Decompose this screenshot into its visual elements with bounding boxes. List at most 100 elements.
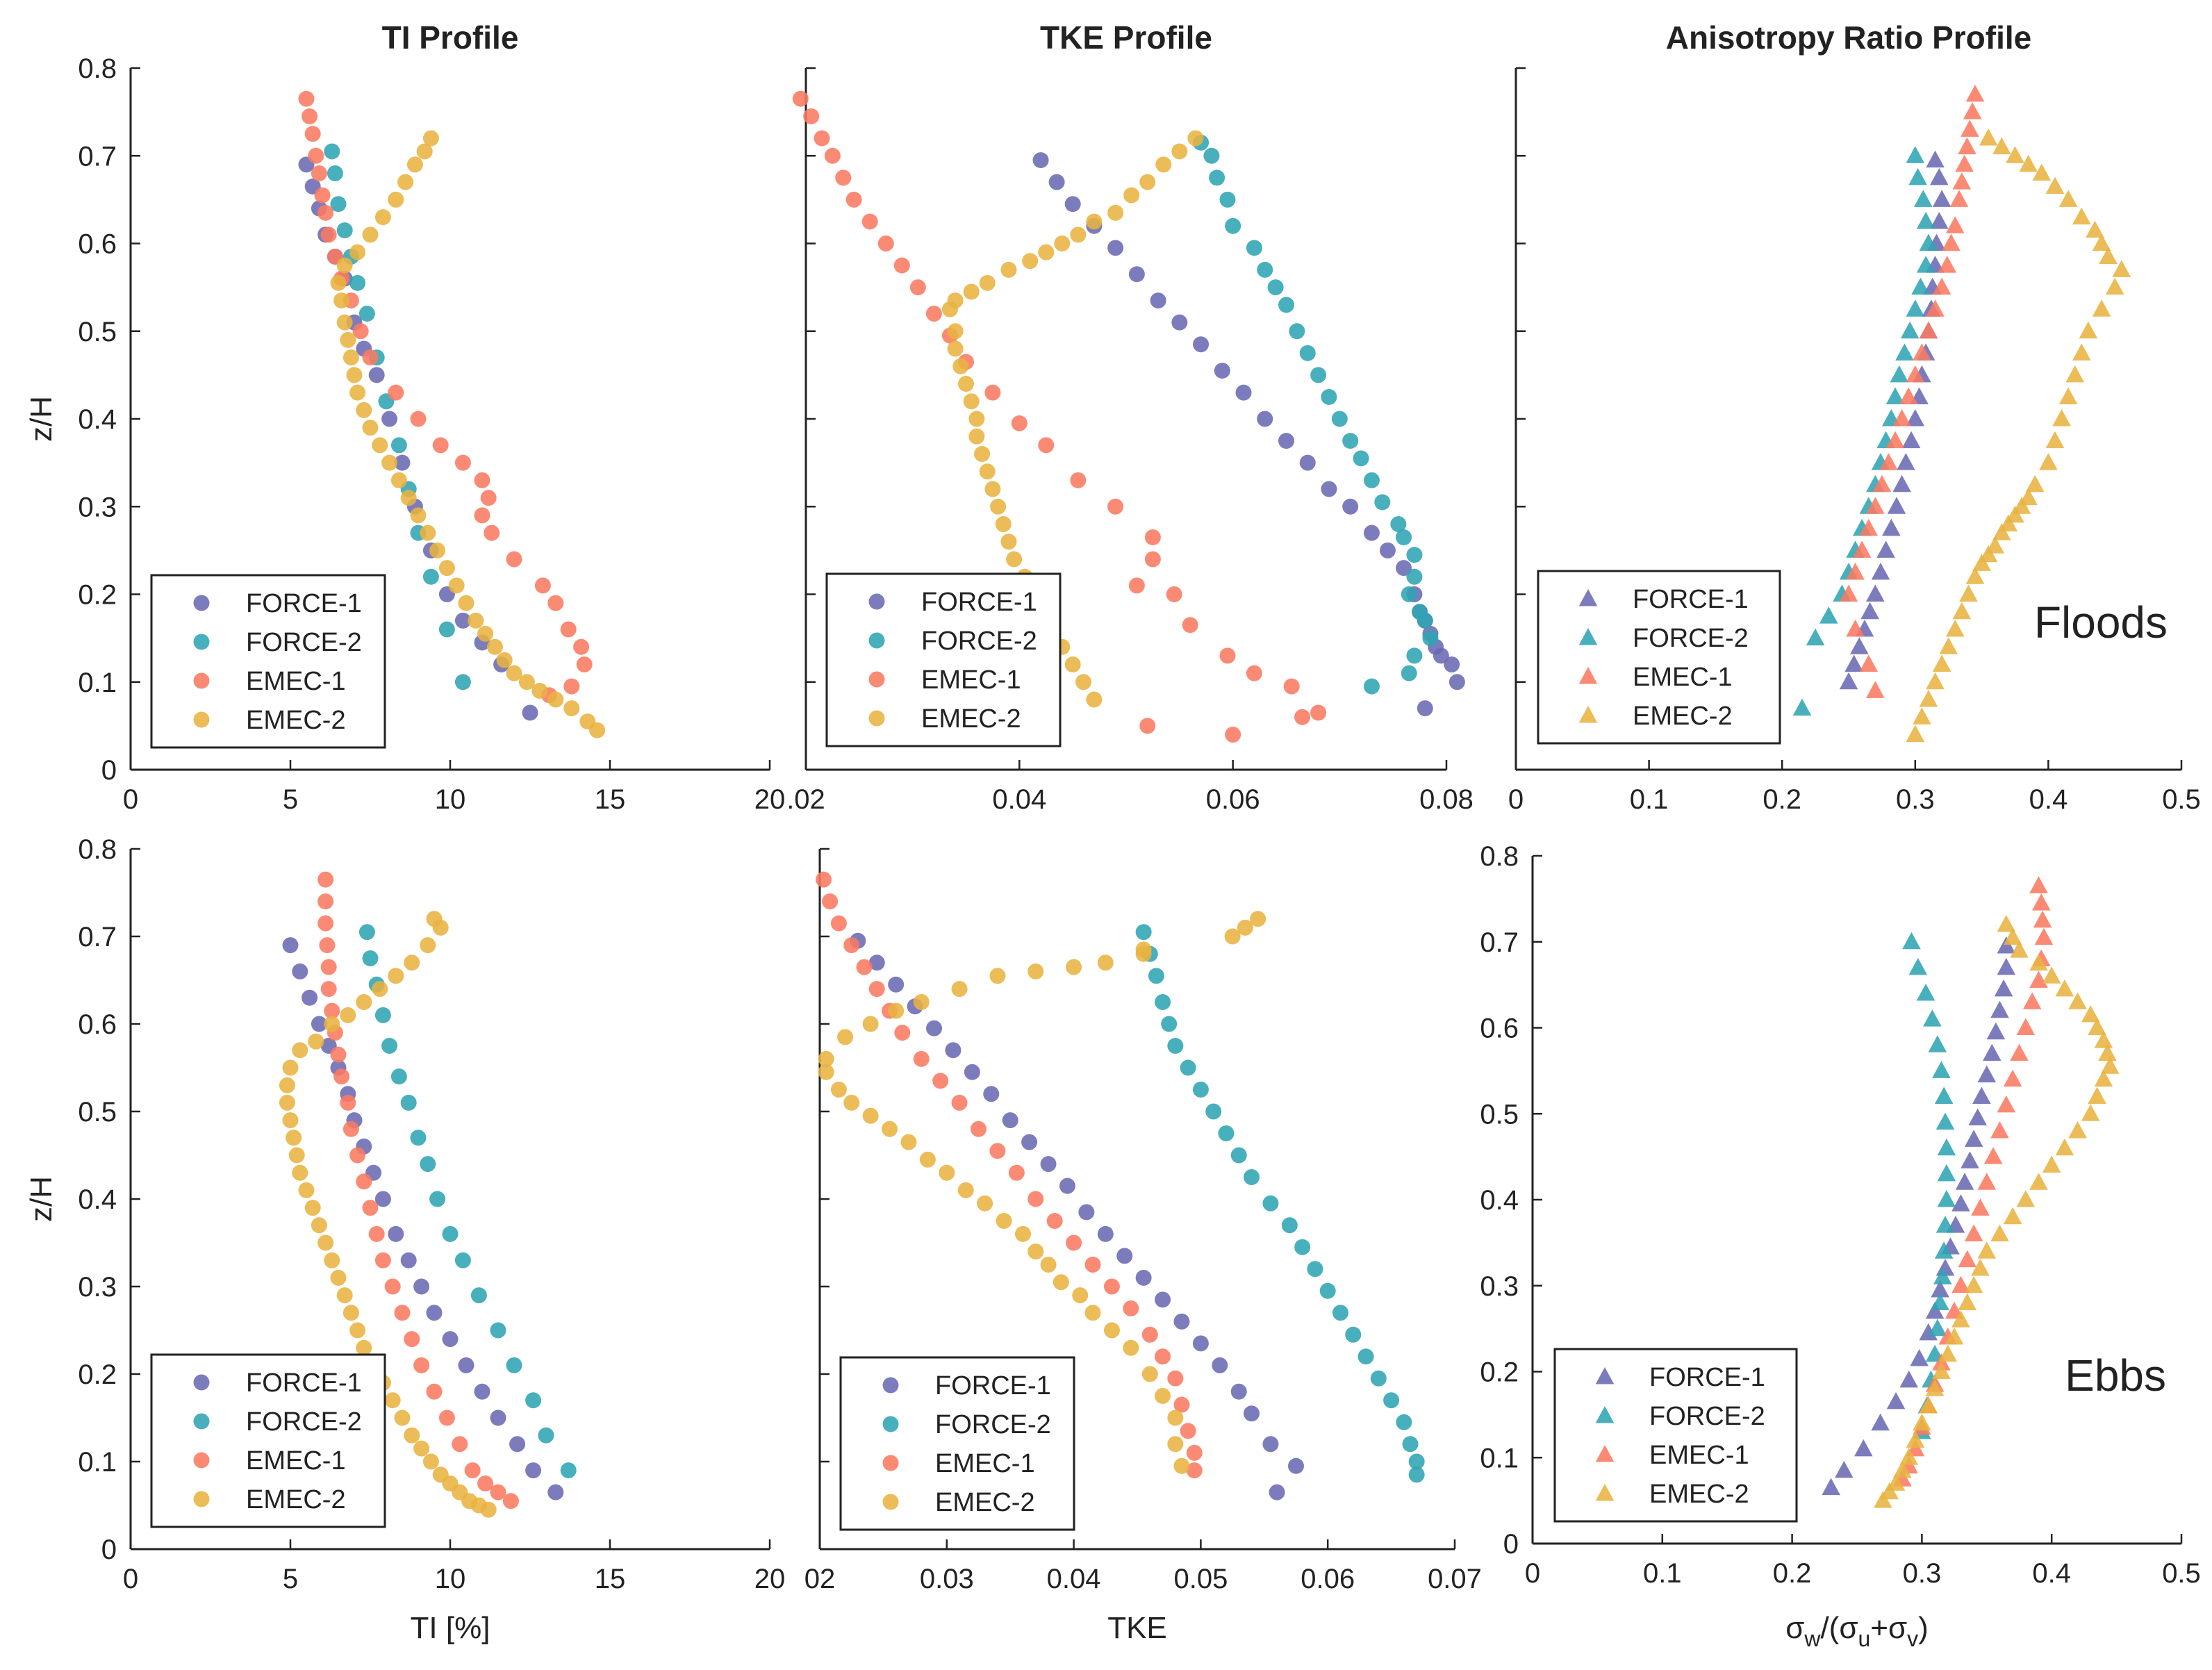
data-point <box>388 191 404 208</box>
x-tick-label: 0.5 <box>2162 784 2201 815</box>
data-point <box>1879 453 1898 470</box>
data-point <box>390 472 407 488</box>
legend: FORCE-1 FORCE-2 EMEC-1 EMEC-2 <box>1537 570 1781 745</box>
data-point <box>1237 919 1253 936</box>
panel-ebbs-ti: 0 5 10 15 20 0 0.1 0.2 0.3 0.4 0.5 0.6 0.7 0.8 z/H TI [… <box>24 834 785 1645</box>
data-point <box>1860 602 1879 620</box>
data-point <box>2079 321 2098 339</box>
data-point <box>2086 220 2104 238</box>
data-point <box>977 1195 993 1212</box>
data-point <box>947 323 964 340</box>
data-point <box>2094 1069 2113 1087</box>
data-point <box>390 437 407 454</box>
data-point <box>330 1046 347 1063</box>
data-point <box>1167 1038 1184 1054</box>
data-point <box>1906 299 1925 317</box>
data-point <box>384 1392 401 1409</box>
data-point <box>292 1164 308 1181</box>
data-point <box>1244 1169 1260 1185</box>
data-point <box>1040 1156 1057 1173</box>
data-point <box>1997 936 2016 954</box>
data-point <box>397 174 414 190</box>
data-point <box>1135 945 1152 962</box>
data-point <box>1899 1448 1919 1465</box>
data-point <box>1116 1248 1133 1264</box>
panel-floods-tke: .02 0.04 0.06 0.08 TKE Profile FORCE-1 FORCE-2… <box>786 19 1474 815</box>
data-point <box>2029 970 2048 988</box>
data-point <box>1408 1453 1425 1470</box>
data-point <box>336 1287 353 1304</box>
data-point <box>563 700 580 717</box>
data-point <box>320 981 337 998</box>
data-point <box>1192 1335 1209 1352</box>
y-tick-label: 0 <box>1503 1529 1519 1560</box>
data-point <box>1278 433 1294 449</box>
data-point <box>311 1217 327 1234</box>
data-point <box>1345 1326 1362 1343</box>
data-point <box>1990 1121 2009 1139</box>
data-point <box>1002 1112 1018 1129</box>
legend-marker <box>193 1452 210 1469</box>
data-point <box>1070 472 1087 488</box>
data-point <box>2092 299 2111 317</box>
data-point <box>400 1252 417 1268</box>
data-point <box>327 165 343 181</box>
data-point <box>1792 698 1812 716</box>
data-point <box>1321 481 1337 497</box>
data-point <box>490 1484 506 1500</box>
data-point <box>330 274 347 291</box>
x-axis-label: TI [%] <box>411 1611 490 1645</box>
legend-marker <box>193 711 210 728</box>
data-point <box>349 1147 366 1164</box>
legend-marker <box>1578 667 1598 684</box>
data-point <box>468 612 484 629</box>
legend-box <box>150 1353 386 1528</box>
data-point <box>1406 547 1423 563</box>
data-point <box>1103 1278 1120 1295</box>
x-tick-label: 0.06 <box>1206 784 1260 815</box>
data-point <box>1224 928 1241 945</box>
data-point <box>1977 1173 1997 1190</box>
data-point <box>317 893 334 910</box>
data-point <box>452 1436 468 1453</box>
y-tick-label: 0.8 <box>78 834 117 865</box>
data-point <box>381 411 398 427</box>
data-point <box>589 722 606 738</box>
data-point <box>420 1156 436 1173</box>
data-point <box>502 1493 519 1510</box>
data-point <box>1916 984 1936 1001</box>
data-point <box>1155 1388 1171 1404</box>
data-point <box>282 1059 299 1076</box>
data-point <box>1193 336 1210 353</box>
x-tick-label: 0.1 <box>1630 784 1669 815</box>
data-point <box>477 625 494 642</box>
data-point <box>547 595 564 611</box>
data-point <box>2039 453 2058 470</box>
legend-label: EMEC-1 <box>1649 1441 1749 1470</box>
data-point <box>1139 718 1156 734</box>
data-point <box>919 1151 936 1168</box>
data-point <box>2052 409 2071 427</box>
data-point <box>2058 190 2078 207</box>
data-point <box>1964 1224 1983 1241</box>
data-point <box>1171 143 1188 160</box>
legend: FORCE-1 FORCE-2 EMEC-1 EMEC-2 <box>150 1353 386 1528</box>
data-point <box>1906 409 1925 427</box>
x-tick-label: .02 <box>786 784 825 815</box>
x-tick-label: 0.07 <box>1428 1564 1482 1594</box>
data-point <box>356 402 372 418</box>
data-point <box>926 1020 943 1036</box>
data-point <box>947 340 964 357</box>
panel-ebbs-tke: 02 0.03 0.04 0.05 0.06 0.07 TKE FORCE-1 FORCE-2 E… <box>804 848 1482 1645</box>
data-point <box>1406 647 1423 664</box>
data-point <box>1022 253 1039 270</box>
data-point <box>477 1475 494 1491</box>
panel-ebbs-anisotropy: 0 0.1 0.2 0.3 0.4 0.5 0 0.1 0.2 0.3 0.4 0.5 0.6 0.7 0.… <box>1480 841 2200 1651</box>
data-point <box>1235 384 1252 401</box>
data-point <box>413 1278 430 1295</box>
data-point <box>1144 529 1161 545</box>
chart-title: TKE Profile <box>1040 19 1212 56</box>
data-point <box>1913 190 1933 207</box>
data-point <box>862 1016 879 1032</box>
data-point <box>1225 727 1241 743</box>
